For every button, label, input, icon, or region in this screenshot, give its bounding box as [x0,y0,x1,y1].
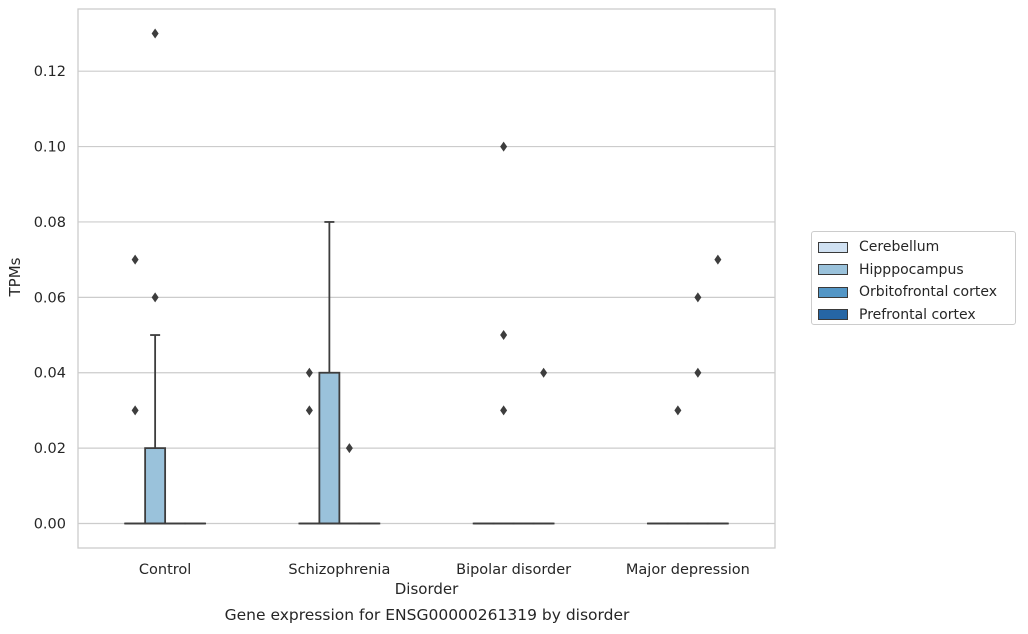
x-tick-label: Schizophrenia [288,562,390,578]
box-series [124,28,729,525]
outlier-point [131,254,139,265]
outlier-point [131,405,139,416]
y-axis-label: TPMs [6,257,24,297]
outlier-point [305,367,313,378]
outlier-point [694,367,702,378]
outlier-point [694,292,702,303]
outlier-point [674,405,682,416]
outlier-point [500,141,508,152]
y-tick-label: 0.10 [34,140,66,156]
outlier-point [151,28,159,39]
box [318,371,341,525]
legend-label: Prefrontal cortex [859,306,976,323]
legend-label: Hipppocampus [859,261,964,278]
x-axis-label: Disorder [394,580,459,598]
legend-item: Hipppocampus [818,259,1015,282]
y-tick-label: 0.00 [34,517,66,533]
outlier-point [345,443,353,454]
outlier-point [151,292,159,303]
y-tick-label: 0.04 [34,366,66,382]
y-tick-label: 0.02 [34,441,66,457]
x-tick-label: Major depression [626,562,750,578]
legend-swatch-cerebellum [818,241,848,253]
box [144,447,167,525]
x-tick-label: Bipolar disorder [456,562,571,578]
plot-area-frame [77,8,776,549]
y-tick-label: 0.08 [34,215,66,231]
legend-label: Cerebellum [859,239,940,256]
legend-label: Orbitofrontal cortex [859,284,997,301]
legend: Cerebellum Hipppocampus Orbitofrontal co… [811,231,1016,325]
legend-swatch-orbitofrontal [818,286,848,298]
outlier-point [714,254,722,265]
outlier-point [540,367,548,378]
outlier-point [500,405,508,416]
x-axis-ticks: Control Schizophrenia Bipolar disorder Majo… [139,562,750,578]
legend-item: Cerebellum [818,236,1015,259]
y-axis-ticks: 0.00 0.02 0.04 0.06 0.08 0.10 0.12 [34,64,66,532]
chart-title: Gene expression for ENSG00000261319 by d… [224,606,630,624]
outlier-point [500,330,508,341]
x-tick-label: Control [139,562,191,578]
y-tick-label: 0.12 [34,64,66,80]
legend-swatch-hippocampus [818,264,848,276]
legend-item: Prefrontal cortex [818,304,1015,327]
grid-lines [78,70,775,525]
y-tick-label: 0.06 [34,290,66,306]
outlier-point [305,405,313,416]
legend-item: Orbitofrontal cortex [818,281,1015,304]
legend-swatch-prefrontal [818,309,848,321]
